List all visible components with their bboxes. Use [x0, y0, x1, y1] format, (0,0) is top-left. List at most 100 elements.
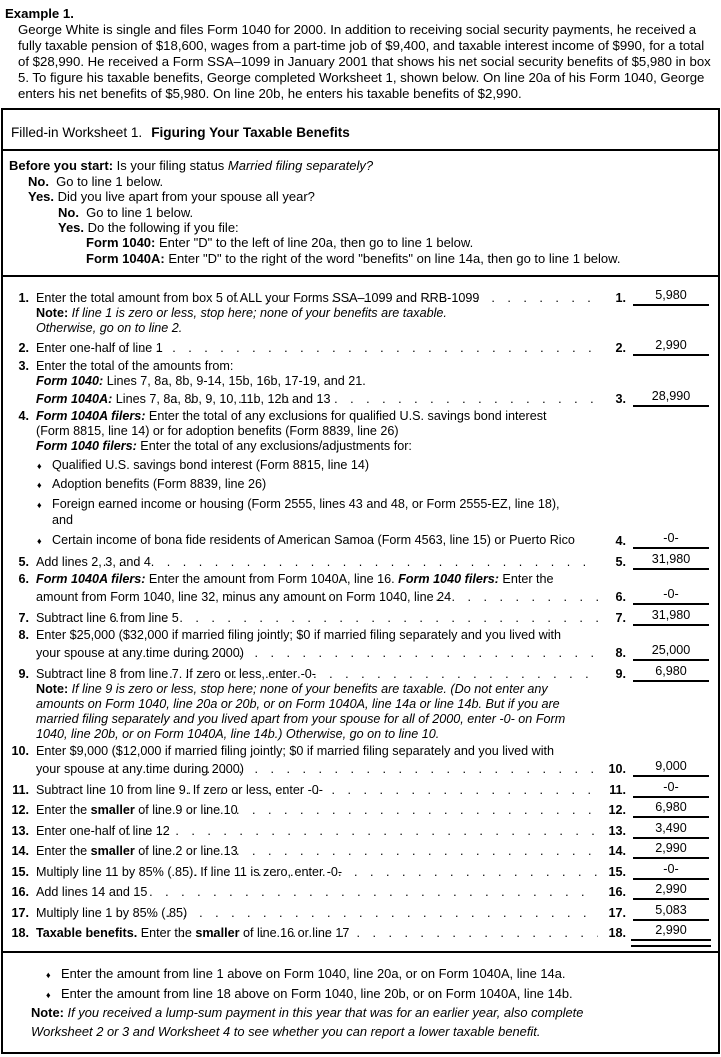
amount-value: -0- — [633, 780, 709, 798]
line-number: 18. — [11, 926, 29, 941]
amount-value: 2,990 — [633, 882, 709, 901]
text-segment: of line 2 or line 13 — [134, 844, 238, 859]
text-segment: married filing separately and you lived … — [36, 711, 566, 726]
amount-value: -0- — [633, 862, 709, 880]
amount-value: 5,083 — [633, 903, 709, 921]
line-text: Multiply line 11 by 85% (.85). If line 1… — [36, 865, 342, 880]
text-segment: Taxable benefits. — [36, 926, 138, 941]
line-text: ♦ Foreign earned income or housing (Form … — [36, 497, 575, 513]
amount-value: 9,000 — [633, 759, 709, 778]
line-text: your spouse at any time during 2000) — [36, 762, 244, 777]
line-number: 8. — [18, 628, 29, 643]
text-segment: Multiply line 11 by 85% (.85). If line 1… — [36, 864, 343, 879]
text-segment: Certain income of bona fide residents of… — [52, 533, 575, 548]
before-instruction-row: Before you start: Is your filing status … — [3, 158, 716, 173]
amount-value: 31,980 — [633, 608, 709, 626]
amount-line-number: 17. — [608, 905, 626, 920]
text-segment: Form 1040A filers: — [36, 572, 146, 587]
text-segment: Enter the total of any exclusions for qu… — [145, 409, 547, 424]
text-segment: Add lines 14 and 15 — [36, 885, 148, 900]
text-segment: Enter the total of any exclusions/adjust… — [136, 439, 412, 454]
worksheet-line-10: 10. Enter $9,000 ($12,000 if married fili… — [3, 744, 718, 759]
text-segment: If line 1 is zero or less, stop here; no… — [68, 305, 447, 320]
line-text: ♦ Certain income of bona fide residents o… — [36, 533, 583, 549]
line-text: Multiply line 1 by 85% (.85) — [36, 906, 187, 921]
worksheet-line-11: 11. Subtract line 10 from line 9. If zero… — [3, 780, 718, 798]
amount-value: -0- — [633, 531, 709, 550]
text-segment: Form 1040: — [86, 235, 156, 251]
bullet-icon: ♦ — [46, 969, 51, 980]
amount-line-number: 13. — [608, 823, 626, 838]
text-segment: smaller — [90, 803, 135, 818]
before-instruction-row: No. Go to line 1 below. — [3, 205, 716, 220]
before-instruction-row: No. Go to line 1 below. — [3, 174, 716, 189]
worksheet-line-continuation: ♦ Adoption benefits (Form 8839, line 26) — [3, 477, 718, 493]
line-number: 4. — [18, 409, 29, 424]
line-number: 3. — [18, 358, 29, 373]
worksheet-line-5: 5. Add lines 2, 3, and 4. . . . . . . . .… — [3, 552, 718, 570]
text-segment: Enter the amount from Form 1040A, line 1… — [145, 572, 399, 587]
dot-leader: . . . . . . . . . . . . . . . . . . . . … — [142, 646, 599, 661]
text-segment: of line 16 or line 17 — [239, 926, 350, 941]
text-segment: Did you live apart from your spouse all … — [54, 189, 315, 205]
text-segment: Yes. — [28, 189, 55, 205]
amount-value: 2,990 — [633, 338, 709, 357]
line-text: Taxable benefits. Enter the smaller of l… — [36, 926, 349, 941]
text-segment: 1040, line 20b, or on Form 1040A, line 1… — [36, 726, 440, 741]
text-segment: If you received a lump-sum payment in th… — [63, 1005, 584, 1021]
before-you-start-section: Before you start: Is your filing status … — [3, 151, 718, 278]
dot-leader: . . . . . . . . . . . . . . . . . . . . … — [180, 926, 598, 941]
text-segment: Note: — [36, 305, 69, 320]
text-segment: Enter the — [137, 926, 196, 941]
text-segment: Enter "D" to the right of the word "bene… — [164, 250, 621, 266]
text-segment: Otherwise, go on to line 2. — [36, 320, 183, 335]
amount-value: 31,980 — [633, 552, 709, 570]
amount-value: 5,980 — [633, 288, 709, 306]
text-segment: Yes. — [58, 220, 85, 236]
example-paragraph: Example 1. George White is single and fi… — [0, 0, 721, 108]
text-segment: Is your filing status — [113, 158, 228, 174]
line-text: (Form 8815, line 14) or for adoption ben… — [36, 424, 495, 439]
dot-leader: . . . . . . . . . . . . . . . . . . . . … — [142, 762, 599, 777]
bullet-icon: ♦ — [37, 460, 42, 471]
worksheet-line-3: 3. Enter the total of the amounts from: — [3, 359, 718, 374]
amount-line-number: 6. — [615, 590, 626, 605]
footer-bullet-row: ♦ Enter the amount from line 1 above on F… — [7, 966, 714, 984]
amount-value: 28,990 — [633, 389, 709, 407]
text-segment: Form 1040A filers: — [36, 409, 146, 424]
line-text: Subtract line 10 from line 9. If zero or… — [36, 783, 323, 798]
amount-value: 2,990 — [631, 923, 711, 948]
amount-line-number: 5. — [615, 554, 626, 569]
text-segment: your spouse at any time during 2000) — [36, 762, 244, 777]
text-segment: Form 1040: — [36, 373, 104, 388]
line-text: Form 1040: Lines 7, 8a, 8b, 9-14, 15b, 1… — [36, 374, 478, 389]
worksheet-line-continuation: Form 1040 filers: Enter the total of any… — [3, 439, 718, 454]
text-segment: Subtract line 6 from line 5 — [36, 610, 179, 625]
line-number: 16. — [11, 885, 29, 900]
bullet-icon: ♦ — [37, 480, 42, 491]
line-text: and — [36, 513, 332, 528]
line-text: ♦ Qualified U.S. savings bond interest (F… — [36, 458, 480, 474]
worksheet-line-6: 6. Form 1040A filers: Enter the amount fr… — [3, 572, 718, 587]
example-heading: Example 1. — [5, 6, 74, 21]
dot-leader: . . . . . . . . . . . . . . . . . . . . … — [140, 803, 598, 818]
worksheet-line-continuation: ♦ Foreign earned income or housing (Form … — [3, 497, 718, 513]
text-segment: Multiply line 1 by 85% (.85) — [36, 905, 188, 920]
line-text: Note: If line 1 is zero or less, stop he… — [36, 306, 519, 321]
dot-leader: . . . . . . . . . . . . . . . . . . . . … — [174, 391, 598, 406]
text-segment: your spouse at any time during 2000) — [36, 646, 244, 661]
line-number: 17. — [11, 905, 29, 920]
line-text: Add lines 2, 3, and 4 — [36, 555, 151, 570]
worksheet-line-13: 13. Enter one-half of line 12. . . . . . … — [3, 821, 718, 839]
text-segment: Enter $25,000 ($32,000 if married filing… — [36, 628, 562, 643]
line-number: 1. — [18, 290, 29, 305]
text-segment: No. — [58, 204, 79, 220]
text-segment: Worksheet 2 or 3 and Worksheet 4 to see … — [31, 1023, 541, 1039]
text-segment: Before you start: — [9, 158, 114, 174]
line-text: your spouse at any time during 2000) — [36, 646, 244, 661]
worksheet-footer-section: ♦ Enter the amount from line 1 above on F… — [3, 953, 718, 1052]
dot-leader: . . . . . . . . . . . . . . . . . . . . … — [211, 590, 598, 605]
text-segment: amount from Form 1040, line 32, minus an… — [36, 590, 452, 605]
worksheet-line-continuation: amounts on Form 1040, line 20a or 20b, o… — [3, 697, 718, 712]
worksheet-line-continuation: (Form 8815, line 14) or for adoption ben… — [3, 424, 718, 439]
